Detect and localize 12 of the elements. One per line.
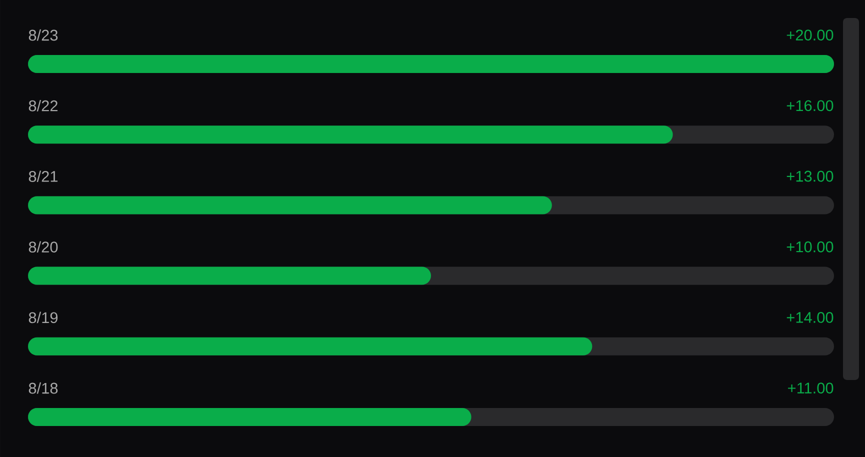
data-label: +16.00 bbox=[786, 100, 834, 112]
y-tick-label: 8/20 bbox=[28, 241, 58, 253]
data-label: +11.00 bbox=[788, 382, 834, 394]
y-tick-label: 8/22 bbox=[28, 100, 58, 112]
data-label: +10.00 bbox=[786, 241, 834, 252]
y-tick-label: 8/19 bbox=[28, 312, 58, 324]
data-label: +20.00 bbox=[786, 30, 834, 41]
data-label: +13.00 bbox=[786, 170, 834, 182]
data-label: +14.00 bbox=[786, 312, 834, 323]
y-tick-label: 8/21 bbox=[28, 170, 58, 182]
y-tick-label: 8/18 bbox=[28, 382, 58, 394]
y-tick-label: 8/23 bbox=[28, 29, 58, 41]
